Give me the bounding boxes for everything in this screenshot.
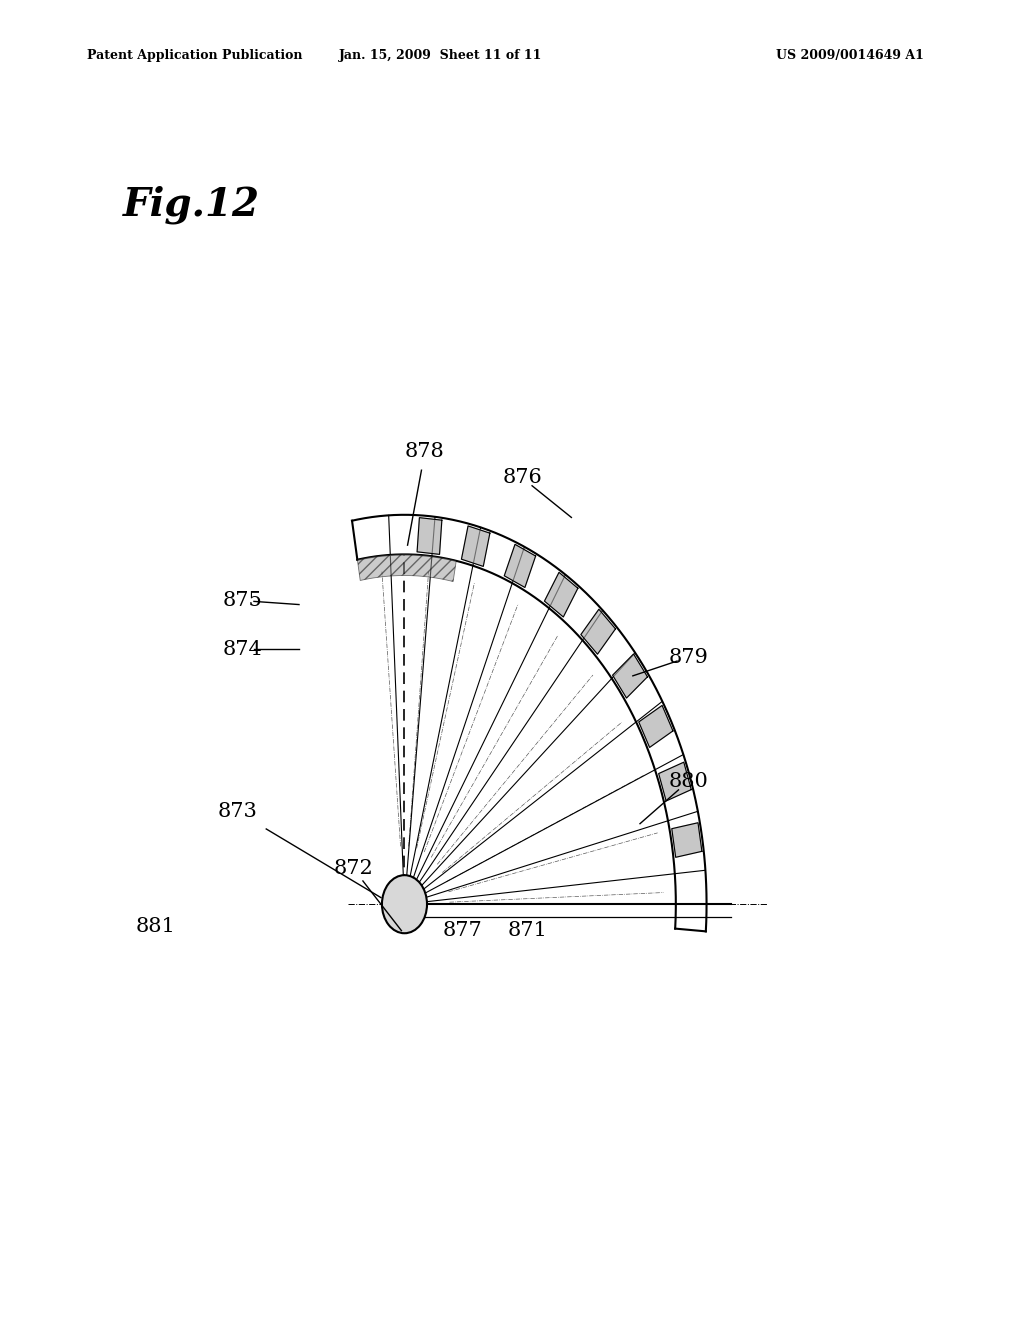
Polygon shape	[545, 573, 578, 616]
Text: 880: 880	[669, 772, 708, 791]
Text: Jan. 15, 2009  Sheet 11 of 11: Jan. 15, 2009 Sheet 11 of 11	[339, 49, 542, 62]
Text: 881: 881	[136, 917, 175, 936]
Text: 879: 879	[669, 648, 708, 667]
Polygon shape	[672, 822, 701, 857]
Text: 873: 873	[218, 803, 257, 821]
Polygon shape	[581, 610, 615, 655]
Text: 877: 877	[443, 921, 482, 940]
Text: 875: 875	[223, 591, 262, 610]
Polygon shape	[658, 762, 691, 801]
Text: Patent Application Publication: Patent Application Publication	[87, 49, 302, 62]
Text: 876: 876	[503, 469, 542, 487]
Polygon shape	[504, 544, 536, 587]
Polygon shape	[639, 705, 673, 747]
Text: 872: 872	[334, 859, 373, 878]
Text: US 2009/0014649 A1: US 2009/0014649 A1	[776, 49, 924, 62]
Text: Fig.12: Fig.12	[123, 185, 260, 224]
Text: 874: 874	[223, 640, 262, 659]
Text: 871: 871	[508, 921, 547, 940]
Polygon shape	[357, 554, 457, 582]
Polygon shape	[612, 653, 647, 698]
Text: 878: 878	[406, 442, 444, 461]
Polygon shape	[417, 517, 441, 554]
Circle shape	[382, 875, 427, 933]
Polygon shape	[462, 525, 489, 566]
